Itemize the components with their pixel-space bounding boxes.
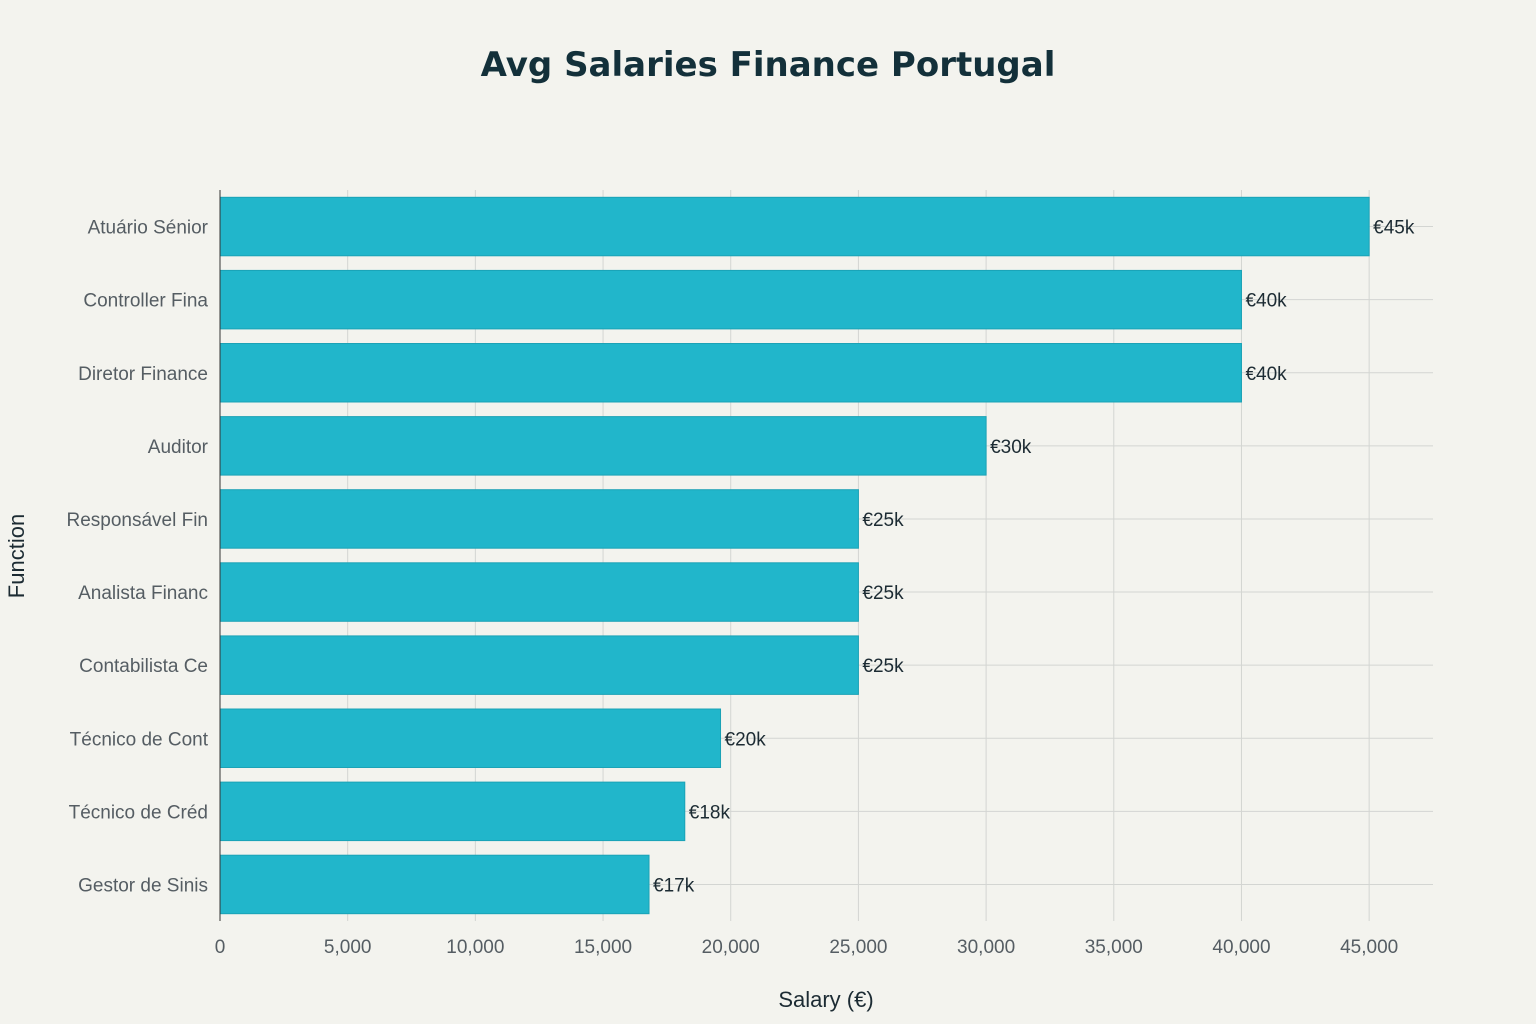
category-label: Diretor Finance bbox=[78, 364, 208, 385]
bar bbox=[219, 489, 859, 549]
labels: 0 5,000 10,000 15,000 20,000 25,000 30,000 35,0… bbox=[66, 218, 1414, 958]
bar bbox=[219, 781, 686, 842]
x-tick-label: 20,000 bbox=[702, 937, 760, 958]
category-label: Contabilista Ce bbox=[79, 656, 208, 677]
data-label: €30k bbox=[990, 437, 1032, 458]
x-tick-label: 30,000 bbox=[957, 937, 1015, 958]
category-label: Técnico de Cont bbox=[70, 729, 209, 750]
bar bbox=[219, 343, 1242, 403]
data-label: €20k bbox=[725, 729, 767, 750]
data-label: €45k bbox=[1373, 218, 1415, 239]
category-label: Técnico de Créd bbox=[69, 802, 208, 823]
chart-title: Avg Salaries Finance Portugal bbox=[481, 45, 1056, 85]
x-tick-label: 45,000 bbox=[1340, 937, 1398, 958]
x-tick-label: 15,000 bbox=[574, 937, 632, 958]
category-label: Auditor bbox=[148, 437, 209, 458]
data-label: €25k bbox=[862, 656, 904, 677]
bar bbox=[219, 708, 722, 768]
x-tick-label: 25,000 bbox=[829, 937, 887, 958]
bar bbox=[219, 196, 1370, 257]
bar bbox=[219, 269, 1242, 330]
bars bbox=[219, 196, 1370, 915]
data-label: €25k bbox=[862, 510, 904, 531]
x-tick-label: 40,000 bbox=[1212, 937, 1270, 958]
data-label: €18k bbox=[689, 802, 731, 823]
data-label: €40k bbox=[1245, 291, 1287, 312]
category-label: Gestor de Sinis bbox=[78, 875, 208, 896]
data-label: €40k bbox=[1245, 364, 1287, 385]
category-label: Atuário Sénior bbox=[88, 218, 209, 239]
x-tick-label: 10,000 bbox=[446, 937, 504, 958]
bar bbox=[219, 562, 859, 622]
x-tick-label: 35,000 bbox=[1085, 937, 1143, 958]
bar bbox=[219, 854, 650, 915]
category-label: Controller Fina bbox=[83, 291, 208, 312]
x-tick-label: 5,000 bbox=[324, 937, 372, 958]
bar bbox=[219, 635, 859, 695]
data-label: €17k bbox=[653, 875, 695, 896]
data-label: €25k bbox=[862, 583, 904, 604]
y-axis-title: Function bbox=[4, 514, 29, 598]
category-label: Responsável Fin bbox=[66, 510, 208, 531]
x-axis-title: Salary (€) bbox=[778, 987, 873, 1012]
bar bbox=[219, 416, 987, 476]
category-label: Analista Financ bbox=[78, 583, 208, 604]
x-tick-label: 0 bbox=[215, 937, 226, 958]
